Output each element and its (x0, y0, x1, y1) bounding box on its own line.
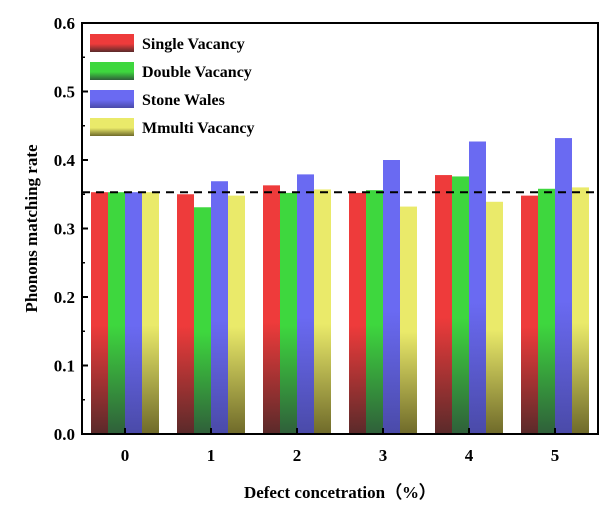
bar-stone-wales-4 (469, 141, 486, 434)
legend: Single Vacancy Double Vacancy Stone Wales M… (90, 34, 254, 137)
bar-single-vacancy-5 (521, 195, 538, 434)
bar-single-vacancy-2 (263, 185, 280, 434)
legend-swatch (90, 62, 134, 80)
bar-double-vacancy-5 (538, 188, 555, 434)
legend-swatch (90, 90, 134, 108)
y-tick-label: 0.6 (54, 14, 75, 33)
y-axis: 0.0 0.1 0.2 0.3 0.4 0.5 0.6 (54, 14, 88, 444)
bar-double-vacancy-0 (108, 192, 125, 434)
y-tick-label: 0.2 (54, 288, 75, 307)
bar-stone-wales-5 (555, 138, 572, 434)
x-tick-label: 4 (465, 446, 474, 465)
y-tick-label: 0.5 (54, 83, 75, 102)
bar-stone-wales-1 (211, 181, 228, 434)
bar-mmulti-vacancy-4 (486, 201, 503, 434)
legend-label: Double Vacancy (142, 64, 252, 81)
bar-single-vacancy-0 (91, 192, 108, 434)
legend-label: Single Vacancy (142, 36, 245, 53)
bar-double-vacancy-2 (280, 192, 297, 434)
y-tick-label: 0.3 (54, 220, 75, 239)
legend-swatch (90, 118, 134, 136)
legend-label: Mmulti Vacancy (142, 120, 254, 137)
legend-swatch (90, 34, 134, 52)
bar-single-vacancy-4 (435, 175, 452, 434)
bar-double-vacancy-4 (452, 176, 469, 434)
bar-stone-wales-0 (125, 192, 142, 434)
x-axis: 0 1 2 3 4 5 (121, 428, 560, 465)
y-tick-label: 0.1 (54, 357, 75, 376)
bar-mmulti-vacancy-0 (142, 192, 159, 434)
bars-group (91, 138, 589, 434)
bar-single-vacancy-3 (349, 192, 366, 434)
x-tick-label: 0 (121, 446, 130, 465)
bar-single-vacancy-1 (177, 194, 194, 434)
x-tick-label: 2 (293, 446, 302, 465)
legend-label: Stone Wales (142, 92, 225, 109)
bar-double-vacancy-3 (366, 190, 383, 434)
x-axis-title: Defect concetration（%） (244, 482, 436, 502)
bar-mmulti-vacancy-3 (400, 206, 417, 434)
x-tick-label: 5 (551, 446, 560, 465)
plot-frame (81, 22, 599, 435)
y-axis-title: Phonons matching rate (22, 144, 41, 313)
y-tick-label: 0.4 (54, 151, 76, 170)
bar-stone-wales-3 (383, 160, 400, 434)
x-tick-label: 3 (379, 446, 388, 465)
bar-mmulti-vacancy-2 (314, 189, 331, 434)
y-tick-label: 0.0 (54, 425, 75, 444)
bar-mmulti-vacancy-1 (228, 195, 245, 434)
bar-mmulti-vacancy-5 (572, 187, 589, 434)
x-tick-label: 1 (207, 446, 216, 465)
bar-double-vacancy-1 (194, 207, 211, 434)
bar-stone-wales-2 (297, 174, 314, 434)
